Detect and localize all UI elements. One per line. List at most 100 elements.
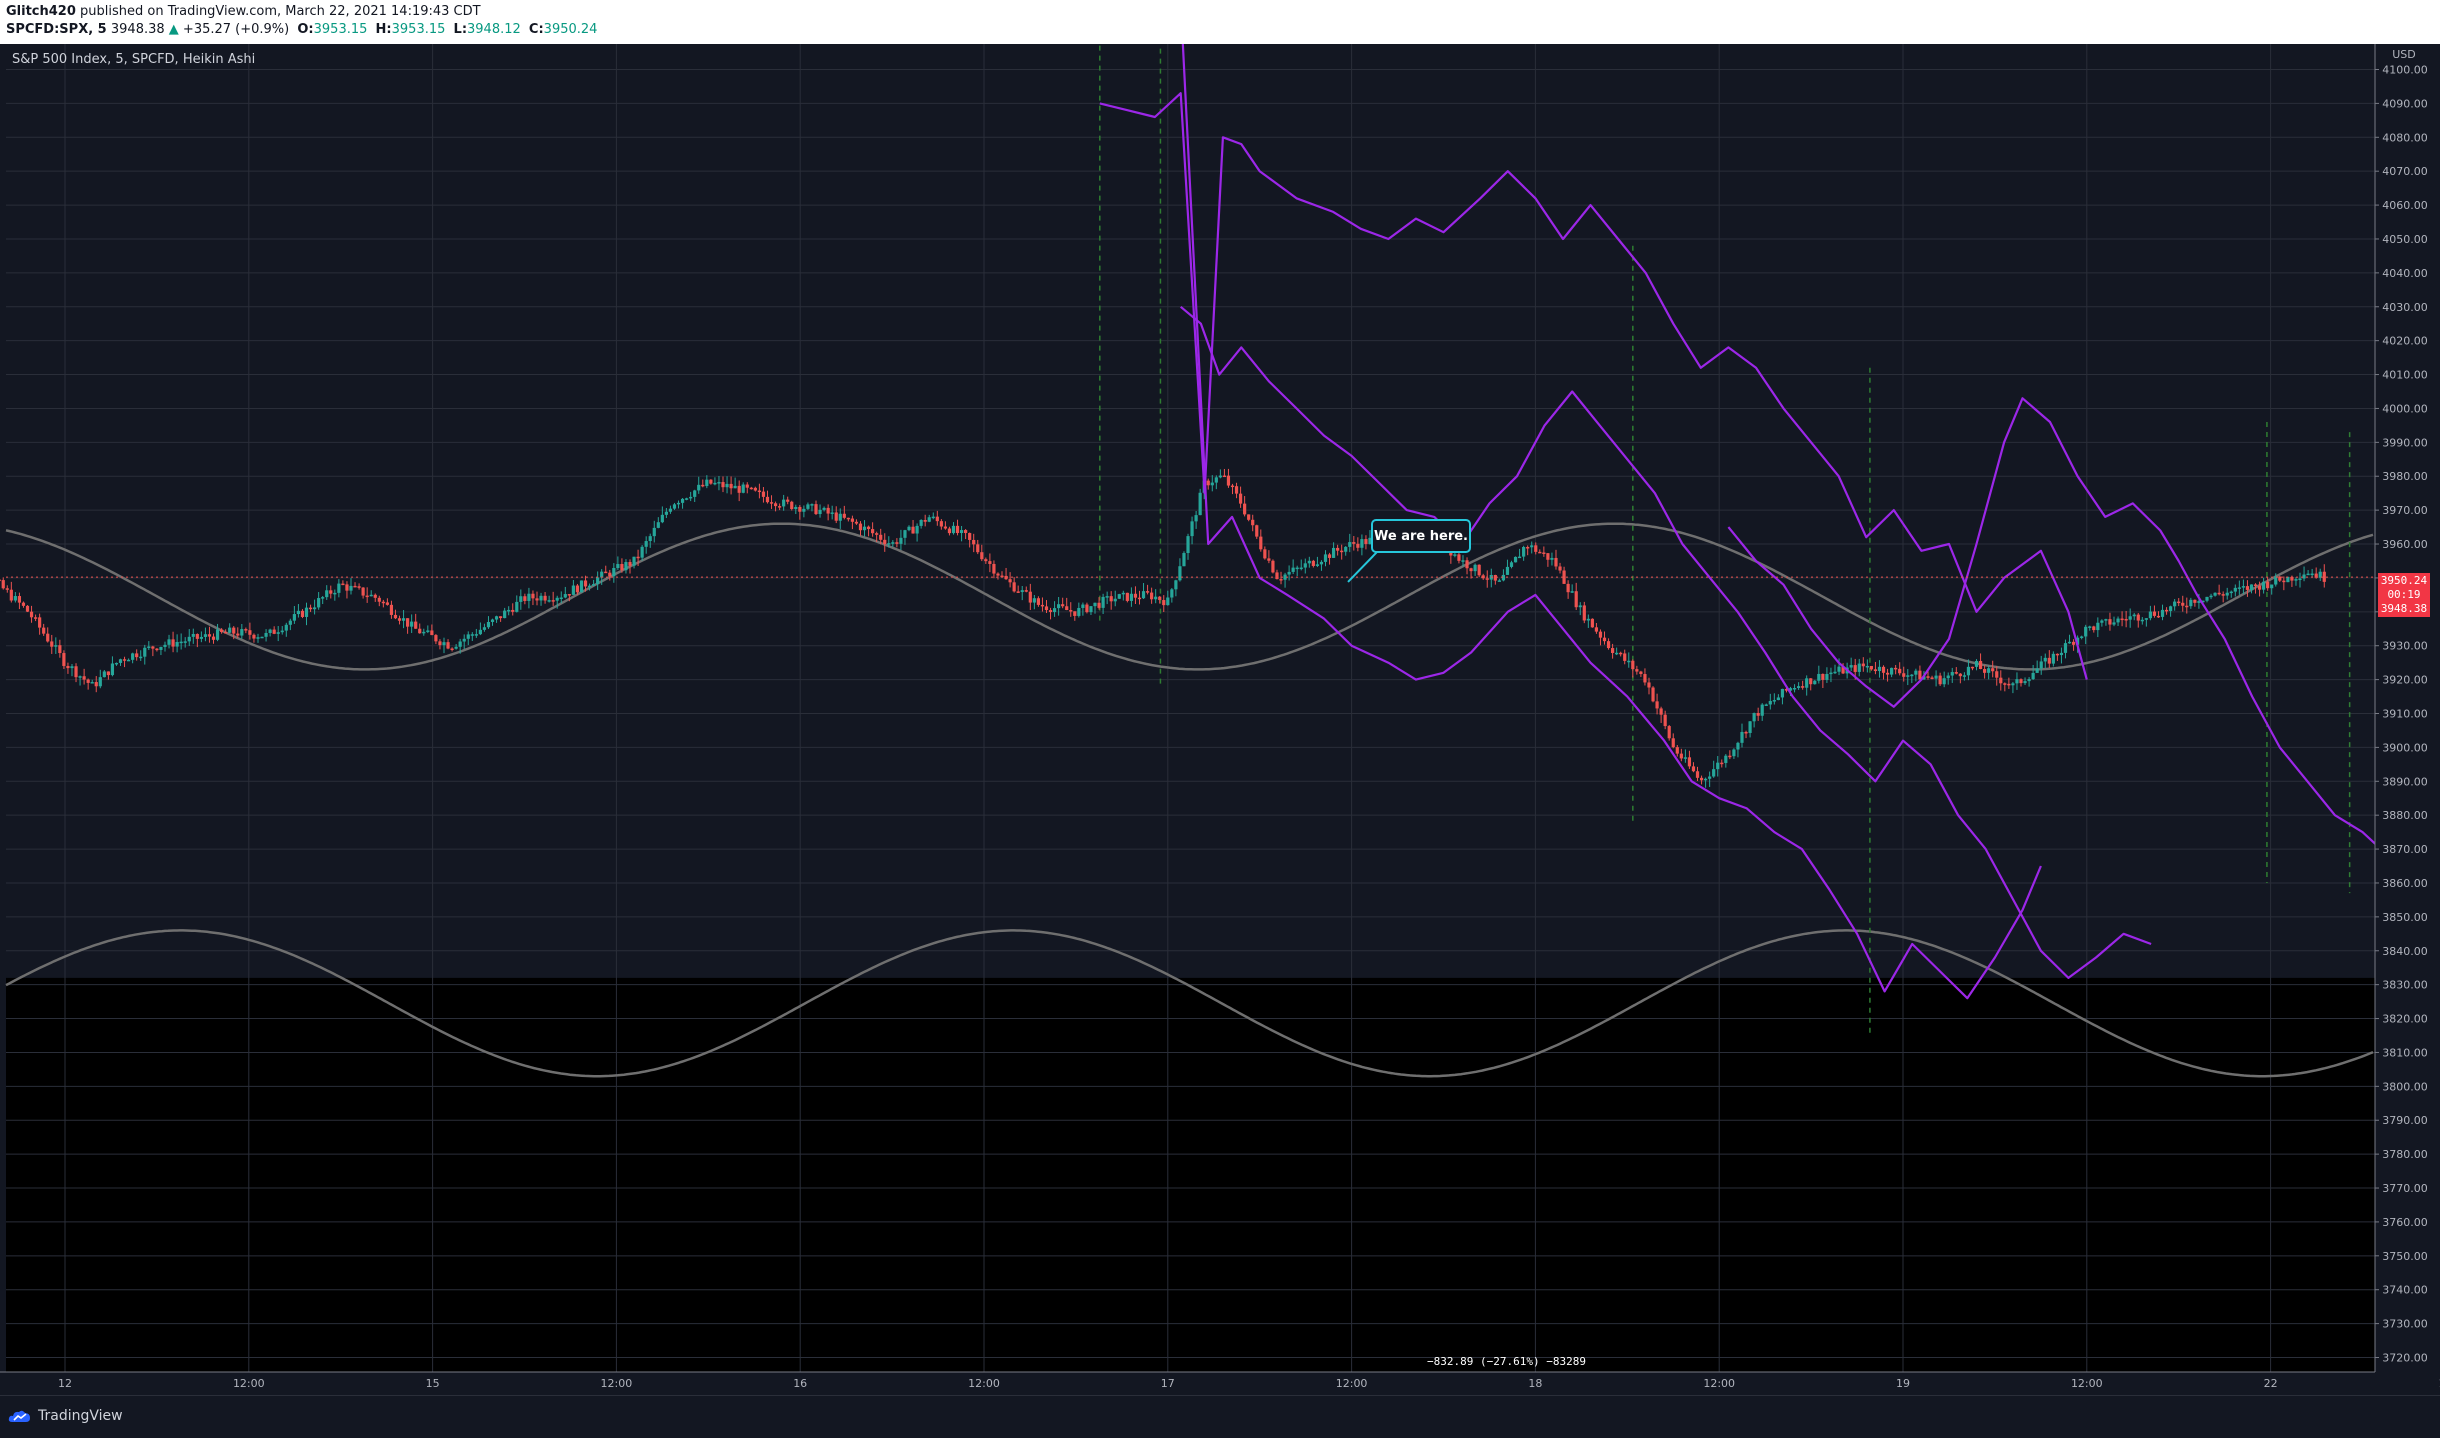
candle-body [446,642,450,649]
candle-body [499,616,503,619]
candle-body [1081,604,1085,608]
candle-body [70,666,74,669]
candle-body [482,627,487,630]
tradingview-logo[interactable]: TradingView [8,1408,123,1424]
candle-body [1841,666,1845,674]
candle-body [1121,592,1125,595]
candle-body [2160,609,2165,617]
candle-body [1853,665,1857,672]
candle-body [1238,493,1243,504]
candle-body [842,513,846,518]
candle-body [858,523,863,531]
candle-body [1190,521,1194,537]
candle-body [761,491,766,497]
candle-body [131,653,135,660]
candle-body [1469,568,1473,572]
candle-body [1259,536,1263,550]
candle-body [78,676,82,678]
series-legend-title[interactable]: S&P 500 Index, 5, SPCFD, Heikin Ashi [12,52,256,67]
candle-body [899,537,903,544]
candle-body [1760,704,1764,716]
candle-body [713,482,717,485]
candle-body [1558,566,1562,571]
footer-bar: TradingView [0,1395,2440,1438]
candle-body [575,585,580,593]
candle-body [1057,604,1061,609]
candle-body [179,641,183,644]
candle-body [2152,611,2157,616]
candle-body [42,627,46,634]
candle-body [147,646,151,648]
price-tick-label: 4090.00 [2382,97,2428,110]
candle-body [13,596,17,601]
price-tick-label: 4040.00 [2382,267,2428,280]
candle-body [1061,604,1065,607]
candle-body [1966,666,1971,676]
candle-body [2173,601,2177,607]
candle-body [1809,678,1813,685]
price-tick-label: 4080.00 [2382,131,2428,144]
projection-line-0 [1099,92,2088,680]
time-tick-label: 22 [2264,1377,2278,1390]
candle-body [943,526,948,529]
candle-body [1950,672,1954,676]
candle-body [757,490,761,493]
candle-body [1275,572,1279,580]
candle-body [1797,686,1801,688]
candle-body [773,503,778,507]
candle-body [29,611,34,618]
candle-body [1724,755,1728,763]
candle-body [648,536,652,542]
candle-body [1481,575,1485,579]
candle-body [891,542,895,544]
time-tick-label: 12:00 [1703,1377,1735,1390]
candle-body [1085,604,1089,613]
candle-body [1849,665,1853,668]
candle-body [2148,611,2152,619]
candle-body [2156,615,2161,618]
candle-body [2128,616,2132,620]
candle-body [680,498,685,503]
price-tick-label: 3720.00 [2382,1352,2428,1365]
last-price: 3948.38 [110,22,165,37]
price-tick-label: 3900.00 [2382,741,2428,754]
candle-body [1918,670,1922,680]
open-label: O: [297,22,314,37]
candle-body [931,516,935,519]
candle-body [2120,618,2124,621]
candle-body [511,609,515,612]
price-chart[interactable]: USD 4100.00 4090.00 4080.00 4070.00 4060.00 40… [0,44,2440,1395]
candle-body [1598,631,1603,638]
author-name[interactable]: Glitch420 [6,4,76,19]
candle-body [1368,537,1372,544]
candle-body [1881,666,1886,673]
candle-body [1930,677,1934,679]
price-tick-label: 3890.00 [2382,775,2428,788]
candle-body [1016,591,1020,593]
candle-body [2229,591,2233,594]
candle-body [325,590,329,598]
candle-body [1671,738,1675,748]
candle-body [155,648,159,651]
candle-body [1174,580,1178,590]
candle-body [86,679,90,683]
candle-body [806,504,810,509]
candle-body [567,594,571,596]
symbol-label: SPCFD:SPX, 5 [6,22,107,37]
we-are-here-callout[interactable]: We are here. [1371,519,1471,554]
candle-body [1356,543,1360,548]
candle-body [1517,556,1522,559]
candle-body [1247,514,1251,520]
chart-area[interactable]: USD 4100.00 4090.00 4080.00 4070.00 4060.00 40… [0,44,2440,1395]
candle-body [2096,622,2100,631]
candle-body [236,633,240,636]
candle-body [167,639,171,645]
candle-body [1784,688,1789,691]
candle-body [895,542,899,544]
candle-body [1073,611,1077,616]
ohlc-line: SPCFD:SPX, 5 3948.38 ▲ +35.27 (+0.9%) O:… [6,22,597,37]
candle-body [1744,731,1748,734]
candle-body [1145,591,1150,593]
candle-body [1501,574,1506,581]
candle-body [5,588,9,590]
